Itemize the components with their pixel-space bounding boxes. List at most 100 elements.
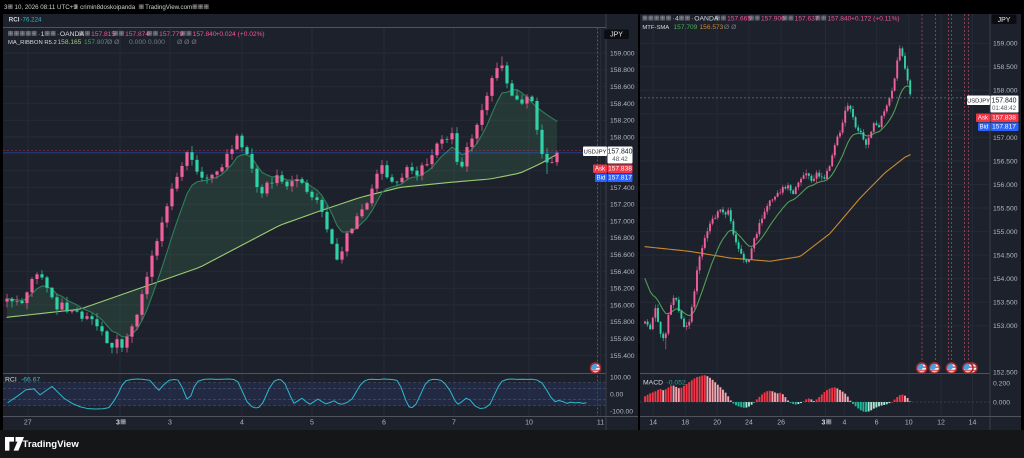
- svg-text:Ø Ø: Ø Ø: [107, 39, 120, 46]
- svg-text:157.817: 157.817: [608, 175, 632, 182]
- svg-text:158.400: 158.400: [610, 101, 635, 108]
- svg-text:·: ·: [57, 31, 59, 38]
- svg-text:Bid: Bid: [597, 175, 607, 182]
- svg-text:152.500: 152.500: [993, 370, 1018, 377]
- svg-text:-0.052: -0.052: [667, 379, 686, 386]
- svg-text:3: 3: [4, 4, 8, 11]
- svg-text:JPY: JPY: [610, 31, 623, 38]
- svg-text:-66.67: -66.67: [21, 376, 40, 383]
- svg-text:0.000: 0.000: [993, 399, 1010, 406]
- svg-text:OANDA: OANDA: [694, 15, 719, 22]
- svg-text:156.573: 156.573: [700, 24, 724, 31]
- svg-text:157.840: 157.840: [992, 97, 1017, 104]
- svg-text:20: 20: [713, 419, 721, 426]
- svg-text:14: 14: [969, 419, 977, 426]
- svg-text:157.400: 157.400: [610, 185, 635, 192]
- svg-text:157.807: 157.807: [84, 39, 108, 46]
- svg-text:24: 24: [745, 419, 753, 426]
- svg-text:156.400: 156.400: [610, 269, 635, 276]
- svg-text:156.000: 156.000: [610, 302, 635, 309]
- svg-text:+0.024 (+0.02%): +0.024 (+0.02%): [216, 31, 265, 38]
- svg-text:157.815: 157.815: [91, 31, 115, 38]
- svg-text:0.00: 0.00: [610, 391, 623, 398]
- svg-text:157.840: 157.840: [608, 148, 633, 155]
- svg-text:·: ·: [691, 15, 693, 22]
- svg-text:TradingView: TradingView: [23, 439, 80, 450]
- svg-text:155.000: 155.000: [993, 229, 1018, 236]
- svg-text:154.500: 154.500: [993, 253, 1018, 260]
- svg-text:157.709: 157.709: [674, 24, 698, 31]
- svg-text:157.000: 157.000: [993, 135, 1018, 142]
- svg-text:Ø Ø Ø: Ø Ø Ø: [177, 39, 197, 46]
- svg-text:156.600: 156.600: [610, 252, 635, 259]
- svg-text:158.500: 158.500: [993, 64, 1018, 71]
- svg-text:158.165: 158.165: [58, 39, 82, 46]
- svg-text:157.817: 157.817: [992, 124, 1016, 131]
- svg-text:156.800: 156.800: [610, 235, 635, 242]
- svg-text:10, 2026 08:11 UTC+9: 10, 2026 08:11 UTC+9: [15, 4, 78, 11]
- svg-text:USDJPY: USDJPY: [967, 99, 990, 105]
- svg-text:157.200: 157.200: [610, 202, 635, 209]
- svg-text:157.637: 157.637: [795, 15, 819, 22]
- svg-text:JPY: JPY: [998, 17, 1011, 24]
- svg-text:153.000: 153.000: [993, 323, 1018, 330]
- svg-text:156.200: 156.200: [610, 286, 635, 293]
- svg-text:14: 14: [649, 419, 657, 426]
- svg-text:155.500: 155.500: [993, 205, 1018, 212]
- svg-text:157.840: 157.840: [193, 31, 217, 38]
- svg-text:3: 3: [116, 419, 120, 426]
- svg-text:18: 18: [681, 419, 689, 426]
- svg-text:MA_RIBBON R5.2: MA_RIBBON R5.2: [8, 40, 57, 46]
- svg-text:155.600: 155.600: [610, 336, 635, 343]
- svg-text:3: 3: [822, 419, 826, 426]
- svg-text:7: 7: [452, 419, 456, 426]
- svg-text:6: 6: [382, 419, 386, 426]
- svg-text:4: 4: [675, 15, 679, 22]
- svg-text:-100.00: -100.00: [610, 408, 633, 415]
- svg-text:+0.172 (+0.11%): +0.172 (+0.11%): [851, 15, 900, 22]
- svg-text:crimin8doskoipanda: crimin8doskoipanda: [80, 4, 136, 11]
- svg-text:157.874: 157.874: [125, 31, 149, 38]
- svg-text:157.838: 157.838: [992, 115, 1016, 122]
- svg-text:Bid: Bid: [980, 124, 990, 131]
- svg-text:5: 5: [310, 419, 314, 426]
- svg-text:155.800: 155.800: [610, 319, 635, 326]
- svg-text:156.500: 156.500: [993, 158, 1018, 165]
- svg-text:Ask: Ask: [978, 115, 989, 122]
- svg-text:3: 3: [168, 419, 172, 426]
- svg-text:156.000: 156.000: [993, 182, 1018, 189]
- svg-text:RCI: RCI: [5, 376, 17, 383]
- svg-text:4: 4: [240, 419, 244, 426]
- svg-text:153.500: 153.500: [993, 300, 1018, 307]
- svg-text:10: 10: [905, 419, 913, 426]
- svg-text:·: ·: [38, 31, 40, 38]
- svg-text:158.800: 158.800: [610, 67, 635, 74]
- svg-text:RCI: RCI: [9, 16, 20, 23]
- svg-text:158.200: 158.200: [610, 118, 635, 125]
- svg-text:26: 26: [777, 419, 785, 426]
- svg-text:MACD: MACD: [643, 379, 663, 386]
- svg-text:157.779: 157.779: [159, 31, 183, 38]
- svg-text:157.665: 157.665: [727, 15, 751, 22]
- svg-text:Ask: Ask: [595, 166, 606, 173]
- svg-text:158.000: 158.000: [993, 88, 1018, 95]
- svg-text:TradingView.com: TradingView.com: [145, 4, 192, 11]
- svg-text:·: ·: [672, 15, 674, 22]
- svg-text:1: 1: [41, 31, 45, 38]
- svg-text:4: 4: [842, 419, 846, 426]
- svg-text:0.000 0.000: 0.000 0.000: [129, 39, 165, 46]
- svg-text:157.906: 157.906: [761, 15, 785, 22]
- svg-text:48:42: 48:42: [612, 156, 628, 163]
- svg-text:6: 6: [875, 419, 879, 426]
- svg-text:Ø Ø: Ø Ø: [724, 24, 737, 31]
- svg-text:11: 11: [597, 419, 604, 426]
- svg-text:159.000: 159.000: [993, 41, 1018, 48]
- svg-text:155.400: 155.400: [610, 353, 635, 360]
- svg-text:01:48:42: 01:48:42: [992, 105, 1017, 112]
- svg-text:157.840: 157.840: [827, 15, 851, 22]
- svg-text:27: 27: [24, 419, 32, 426]
- svg-text:10: 10: [525, 419, 533, 426]
- svg-text:154.000: 154.000: [993, 276, 1018, 283]
- svg-text:158.000: 158.000: [610, 134, 635, 141]
- svg-text:100.00: 100.00: [610, 374, 631, 381]
